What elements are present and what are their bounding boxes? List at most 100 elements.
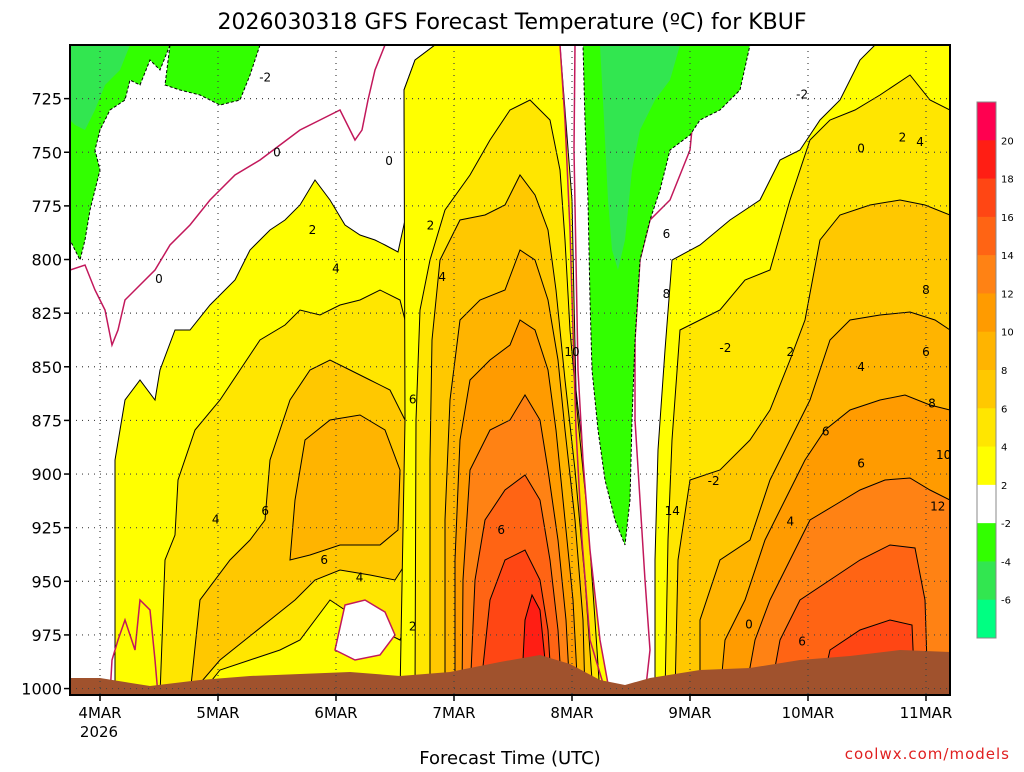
contour-label: 10 (936, 448, 951, 462)
x-axis: 4MAR 5MAR 6MAR 7MAR 8MAR 9MAR 10MAR 11MAR (78, 695, 952, 722)
x-year-label: 2026 (80, 723, 118, 741)
contour-label: 4 (332, 261, 340, 275)
contour-label: 12 (1013, 463, 1024, 477)
contour-0c-left (70, 45, 386, 348)
contour-label: 4 (438, 270, 446, 284)
grid-lines (70, 45, 950, 695)
x-tick-label: 6MAR (314, 704, 357, 722)
colorbar-swatch (977, 408, 996, 448)
contour-label: 2 (899, 131, 907, 145)
y-axis: 725 750 775 800 825 850 875 900 925 950 975 1000 (21, 90, 70, 699)
colorbar-label: -2 (1001, 519, 1011, 530)
contour-label: -2 (259, 70, 271, 84)
colorbar-frame (976, 101, 997, 639)
colorbar-swatch (977, 102, 996, 141)
x-tick-label: 9MAR (668, 704, 711, 722)
chart-title: 2026030318 GFS Forecast Temperature (ºC)… (217, 10, 806, 35)
contour-0c-cold-edge (559, 45, 606, 691)
contour-label: -2 (708, 474, 720, 488)
fill-region-warm-pocket (334, 599, 396, 661)
x-tick-label: 7MAR (432, 704, 475, 722)
colorbar-label: -6 (1001, 596, 1011, 607)
colorbar-swatch (977, 599, 996, 639)
colorbar-swatch (977, 178, 996, 218)
contour-label: 4 (916, 135, 924, 149)
contour-label: 6 (922, 345, 930, 359)
y-tick-label: 950 (31, 572, 62, 591)
contour-label: 4 (857, 360, 865, 374)
contour-label: 2 (409, 620, 417, 634)
y-tick-label: 900 (31, 465, 62, 484)
terrain-surface (70, 650, 950, 695)
contour-label: 6 (409, 392, 417, 406)
contour-label: -2 (719, 341, 731, 355)
contour-label: 4 (212, 512, 220, 526)
y-tick-label: 1000 (21, 680, 62, 699)
contour-label: 6 (822, 424, 830, 438)
contour-label: 8 (922, 283, 930, 297)
colorbar-label: 14 (1001, 251, 1014, 262)
colorbar-swatch (977, 293, 996, 333)
contour-label: 2 (1017, 51, 1024, 65)
colorbar-label: 2 (1001, 481, 1007, 492)
contour-label: 4 (975, 81, 983, 95)
contour-label: 6 (261, 504, 269, 518)
y-tick-label: 725 (31, 90, 62, 109)
contour-label: 2 (786, 345, 794, 359)
colorbar-label: 20 (1001, 136, 1014, 147)
contour-label: 6 (798, 635, 806, 649)
colorbar-swatch (977, 140, 996, 180)
x-tick-label: 4MAR (78, 704, 121, 722)
contour-label: 0 (385, 154, 393, 168)
x-tick-label: 10MAR (782, 704, 835, 722)
y-tick-label: 850 (31, 358, 62, 377)
colorbar-swatch (977, 331, 996, 371)
plot-frame (69, 44, 951, 696)
contour-label: 10 (564, 345, 579, 359)
colorbar-label: 6 (1001, 404, 1007, 415)
colorbar-swatch (977, 370, 996, 409)
colorbar-label: 18 (1001, 175, 1014, 186)
y-tick-label: 975 (31, 626, 62, 645)
contour-label: 4 (356, 570, 364, 584)
colorbar: 20 18 16 14 12 10 8 6 4 2 -2 -4 -6 (976, 101, 1014, 639)
contour-label: 12 (930, 500, 945, 514)
y-tick-label: 875 (31, 411, 62, 430)
colorbar-label: 10 (1001, 328, 1014, 339)
contour-label: 6 (497, 523, 505, 537)
contour-0c-surface (109, 598, 159, 695)
contour-label: 0 (857, 141, 865, 155)
colorbar-swatch (977, 446, 996, 486)
x-tick-label: 8MAR (550, 704, 593, 722)
x-tick-label: 11MAR (900, 704, 953, 722)
colorbar-label: 8 (1001, 366, 1007, 377)
contour-label: 0 (745, 617, 753, 631)
contour-label: 0 (155, 272, 163, 286)
fill-region-minus2-left-b (164, 45, 261, 106)
colorbar-label: 12 (1001, 289, 1014, 300)
contour-label: 6 (663, 227, 671, 241)
contour-label: 2 (309, 223, 317, 237)
colorbar-label: -4 (1001, 557, 1011, 568)
colorbar-swatch (977, 523, 996, 562)
x-axis-title: Forecast Time (UTC) (419, 748, 600, 768)
y-tick-label: 775 (31, 197, 62, 216)
fill-region-cold-minus4 (600, 45, 680, 270)
colorbar-label: 16 (1001, 213, 1014, 224)
colorbar-swatch (977, 216, 996, 256)
contour-label: 14 (665, 504, 680, 518)
colorbar-swatch (977, 255, 996, 294)
contour-label: 0 (273, 146, 281, 160)
colorbar-swatch (977, 561, 996, 601)
y-tick-label: 800 (31, 251, 62, 270)
contour-label: 6 (320, 553, 328, 567)
colorbar-swatch (977, 484, 996, 524)
x-tick-label: 5MAR (196, 704, 239, 722)
y-tick-label: 925 (31, 519, 62, 538)
y-tick-label: 750 (31, 143, 62, 162)
contour-label: 6 (857, 457, 865, 471)
